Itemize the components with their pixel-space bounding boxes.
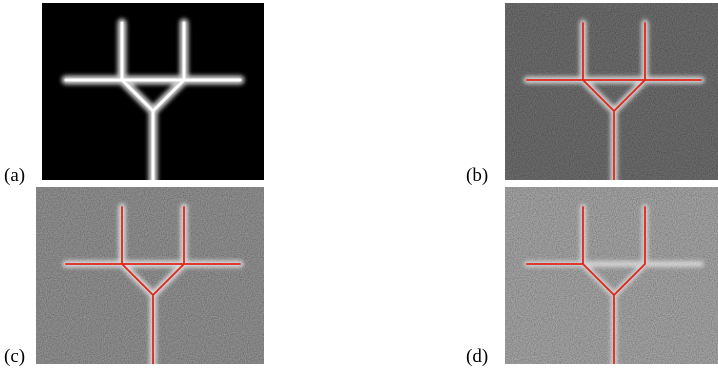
panel-label: (d) [466,346,488,367]
figure: (a) (b) (c) (d) [0,0,718,374]
panel-d [505,187,718,367]
panel-c [36,187,264,367]
panel-a [42,3,264,183]
panel-b [505,3,718,183]
panel-label: (b) [466,165,488,186]
panel-label: (a) [4,165,25,186]
panel-label: (c) [4,346,25,367]
